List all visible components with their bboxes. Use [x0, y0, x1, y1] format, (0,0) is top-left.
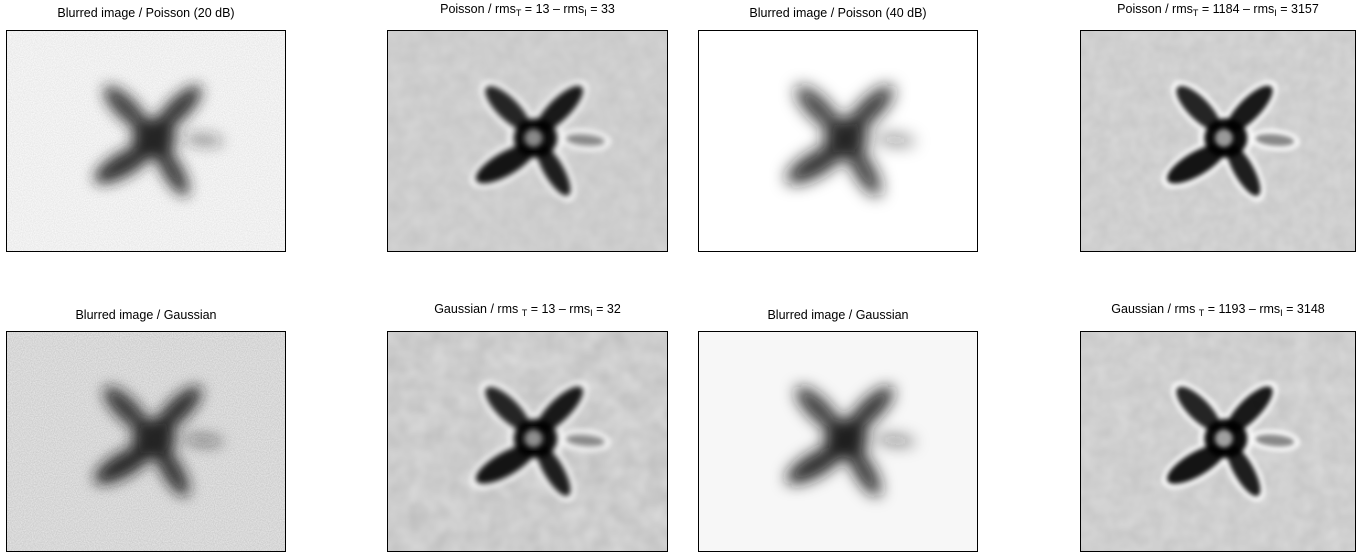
panel-title: Gaussian / rms T = 1193 – rmsI = 3148: [1111, 302, 1325, 318]
restored-image: [387, 30, 668, 252]
panel-restored-gaussian-high: Gaussian / rms T = 1193 – rmsI = 3148: [1080, 302, 1356, 552]
restored-image: [387, 331, 668, 552]
panel-restored-gaussian-low: Gaussian / rms T = 13 – rmsI = 32: [387, 302, 668, 552]
panel-blurred-poisson-20db: Blurred image / Poisson (20 dB): [6, 0, 286, 252]
panel-title: Poisson / rmsT = 13 – rmsI = 33: [440, 2, 615, 18]
blurred-image: [6, 331, 286, 552]
blurred-image: [6, 30, 286, 252]
panel-blurred-gaussian-high: Blurred image / Gaussian: [698, 302, 978, 552]
blurred-image: [698, 30, 978, 252]
panel-blurred-poisson-40db: Blurred image / Poisson (40 dB): [698, 0, 978, 252]
restored-image: [1080, 30, 1356, 252]
panel-title: Poisson / rmsT = 1184 – rmsI = 3157: [1117, 2, 1319, 18]
panel-restored-poisson-40db: Poisson / rmsT = 1184 – rmsI = 3157: [1080, 0, 1356, 252]
panel-title: Blurred image / Poisson (40 dB): [749, 6, 927, 20]
panel-title: Blurred image / Gaussian: [75, 308, 217, 322]
panel-title: Blurred image / Gaussian: [767, 308, 909, 322]
restored-image: [1080, 331, 1356, 552]
panel-title: Gaussian / rms T = 13 – rmsI = 32: [434, 302, 621, 318]
panel-blurred-gaussian-low: Blurred image / Gaussian: [6, 302, 286, 552]
panel-restored-poisson-20db: Poisson / rmsT = 13 – rmsI = 33: [387, 0, 668, 252]
panel-title: Blurred image / Poisson (20 dB): [57, 6, 235, 20]
blurred-image: [698, 331, 978, 552]
